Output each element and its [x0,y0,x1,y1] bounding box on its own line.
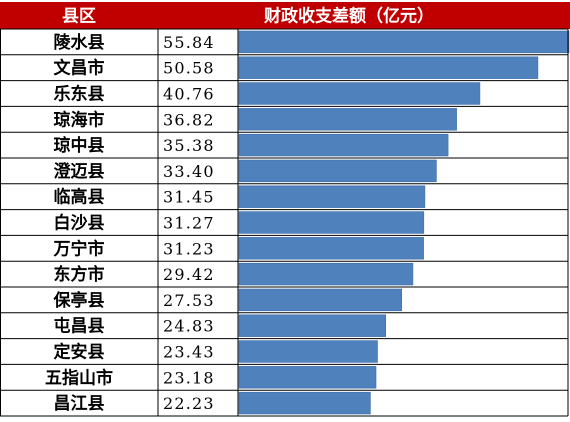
table-row: 昌江县 22.23 [54,391,371,415]
county-name: 澄迈县 [54,161,105,182]
gap-value: 31.23 [163,239,215,258]
table-row: 临高县 31.45 [54,185,426,208]
gap-value: 31.27 [163,214,215,233]
header-fiscal-gap: 财政收支差额（亿元） [263,6,434,27]
table-row: 东方市 29.42 [54,262,414,286]
gap-bar [238,366,377,389]
table-body: 陵水县 55.84 文昌市 50.58 乐东县 40.76 琼海市 36.82 琼中县 35.38… [0,28,570,417]
gap-value: 50.58 [163,59,215,78]
gap-value: 24.83 [163,317,215,336]
gap-bar [238,340,378,363]
county-name: 昌江县 [54,394,105,414]
county-name: 琼海市 [54,109,105,130]
table-row: 定安县 23.43 [54,340,378,363]
county-name: 东方市 [54,264,105,285]
gap-value: 36.82 [163,110,215,129]
county-name: 五指山市 [45,367,113,388]
gap-value: 22.23 [163,394,215,413]
county-name: 白沙县 [54,213,105,234]
gap-bar [238,133,449,157]
gap-value: 23.43 [163,343,215,362]
county-name: 屯昌县 [54,316,105,337]
gap-bar [238,391,371,415]
gap-bar [238,314,386,337]
county-name: 万宁市 [53,238,105,259]
gap-bar [238,82,481,105]
gap-value: 33.40 [163,162,215,181]
table-row: 保亭县 27.53 [53,288,402,312]
table-row: 白沙县 31.27 [54,211,425,234]
gap-value: 35.38 [163,136,215,155]
gap-bar [238,159,437,183]
table-row: 澄迈县 33.40 [54,159,437,183]
gap-bar [238,237,424,260]
table-row: 万宁市 31.23 [53,237,424,260]
county-name: 临高县 [54,187,105,208]
gap-value: 55.84 [163,33,215,52]
header-county: 县区 [62,7,96,27]
county-name: 乐东县 [54,84,105,105]
gap-bar [238,262,414,286]
table-row: 琼海市 36.82 [54,108,457,131]
table-row: 屯昌县 24.83 [54,314,386,337]
gap-bar [238,211,425,234]
gap-value: 29.42 [163,265,215,284]
table-row: 五指山市 23.18 [45,366,377,389]
county-name: 文昌市 [54,58,105,79]
gap-value: 31.45 [163,188,215,207]
header-background [0,2,570,29]
gap-bar [238,185,426,208]
gap-value: 23.18 [163,368,215,387]
gap-bar [238,108,457,131]
county-name: 保亭县 [53,290,105,311]
gap-bar [238,288,402,312]
gap-bar [238,30,570,54]
county-name: 琼中县 [54,135,105,156]
county-name: 定安县 [54,342,105,363]
table-row: 乐东县 40.76 [54,82,481,105]
table-row: 文昌市 50.58 [54,56,539,79]
gap-bar [238,56,539,79]
table-row: 陵水县 55.84 [54,30,570,54]
county-name: 陵水县 [54,32,105,53]
gap-value: 40.76 [163,85,215,104]
gap-value: 27.53 [163,291,215,310]
table-row: 琼中县 35.38 [54,133,449,157]
